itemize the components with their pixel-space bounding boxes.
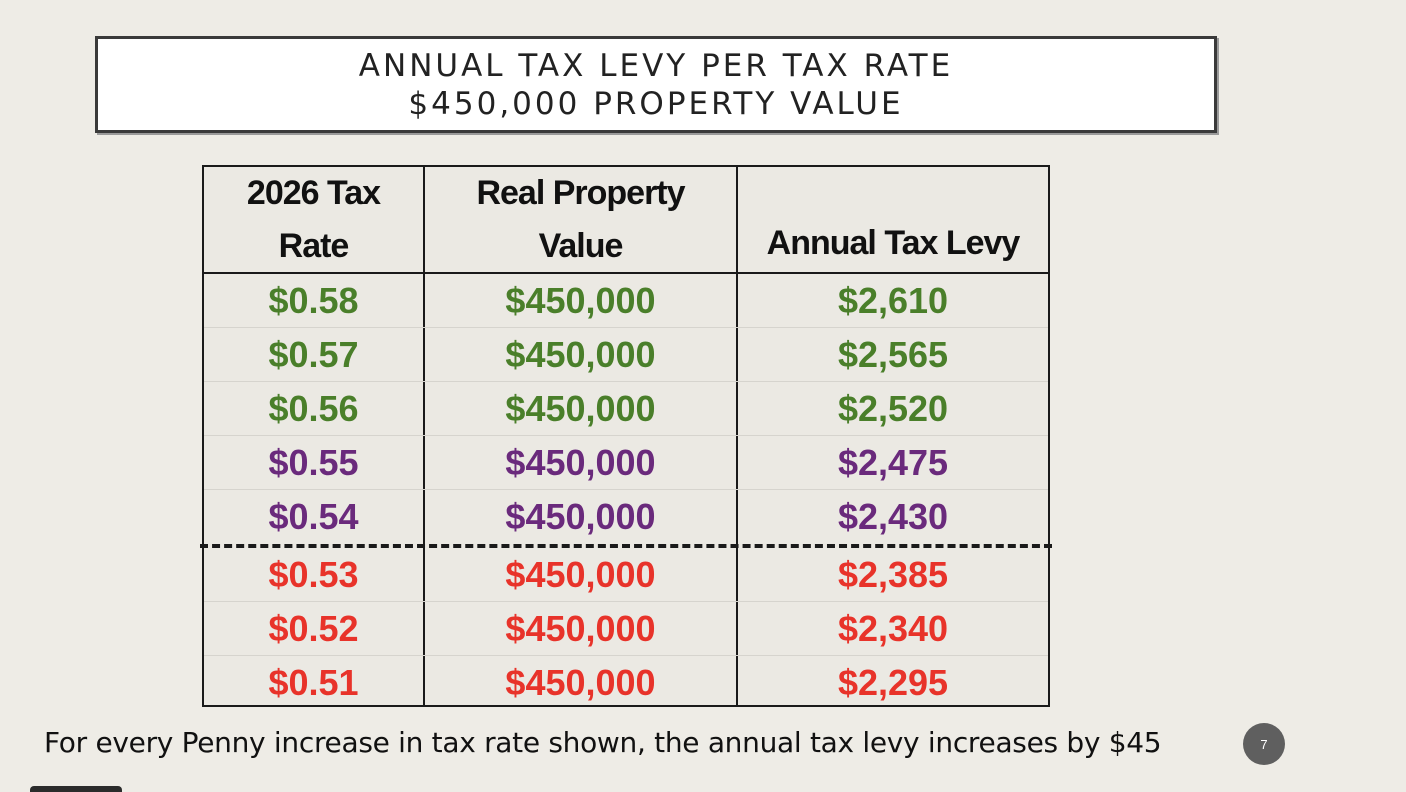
cell-property-value: $450,000 xyxy=(505,496,656,537)
slide-title-line-1: ANNUAL TAX LEVY PER TAX RATE xyxy=(358,47,954,84)
cell-property-value: $450,000 xyxy=(505,280,656,321)
cell-property-value: $450,000 xyxy=(505,442,656,483)
cell-annual-levy: $2,385 xyxy=(837,554,949,595)
cell-property-value: $450,000 xyxy=(505,334,656,375)
cell-tax-rate: $0.54 xyxy=(268,496,359,537)
cell-annual-levy: $2,475 xyxy=(837,442,949,483)
cell-property-value: $450,000 xyxy=(505,388,656,429)
header-property-value-line-2: Value xyxy=(538,226,624,265)
row-separator xyxy=(204,381,1048,382)
cell-tax-rate: $0.56 xyxy=(268,388,359,429)
threshold-dashed-line xyxy=(200,544,1052,548)
cell-annual-levy: $2,340 xyxy=(837,608,949,649)
cell-tax-rate: $0.52 xyxy=(268,608,359,649)
row-separator xyxy=(204,327,1048,328)
cell-annual-levy: $2,610 xyxy=(837,280,949,321)
row-separator xyxy=(204,435,1048,436)
cell-property-value: $450,000 xyxy=(505,554,656,595)
header-property-value: Real Property Value xyxy=(425,167,736,272)
column-divider xyxy=(423,167,425,705)
cell-property-value: $450,000 xyxy=(505,662,656,703)
corner-tab xyxy=(30,786,122,792)
header-annual-levy-line-2: Annual Tax Levy xyxy=(766,224,1021,262)
cell-tax-rate: $0.58 xyxy=(268,280,359,321)
cell-property-value: $450,000 xyxy=(505,608,656,649)
cell-annual-levy: $2,430 xyxy=(837,496,949,537)
tax-levy-table: 2026 Tax Rate Real Property Value Annual… xyxy=(200,165,1052,707)
cell-annual-levy: $2,295 xyxy=(837,662,949,703)
header-divider xyxy=(204,272,1048,274)
slide-title-box: ANNUAL TAX LEVY PER TAX RATE $450,000 PR… xyxy=(95,36,1217,133)
header-annual-levy: Annual Tax Levy xyxy=(738,167,1048,272)
cell-tax-rate: $0.55 xyxy=(268,442,359,483)
cell-tax-rate: $0.53 xyxy=(268,554,359,595)
row-separator xyxy=(204,655,1048,656)
column-divider xyxy=(736,167,738,705)
header-tax-rate: 2026 Tax Rate xyxy=(204,167,423,272)
header-tax-rate-line-1: 2026 Tax xyxy=(246,173,381,212)
page-number-badge: 7 xyxy=(1243,723,1285,765)
cell-annual-levy: $2,520 xyxy=(837,388,949,429)
cell-tax-rate: $0.57 xyxy=(268,334,359,375)
row-separator xyxy=(204,489,1048,490)
slide-title-line-2: $450,000 PROPERTY VALUE xyxy=(408,85,904,122)
cell-tax-rate: $0.51 xyxy=(268,662,359,703)
header-tax-rate-line-2: Rate xyxy=(278,226,350,265)
cell-annual-levy: $2,565 xyxy=(837,334,949,375)
footnote: For every Penny increase in tax rate sho… xyxy=(44,726,1162,759)
row-separator xyxy=(204,601,1048,602)
header-property-value-line-1: Real Property xyxy=(476,173,685,212)
